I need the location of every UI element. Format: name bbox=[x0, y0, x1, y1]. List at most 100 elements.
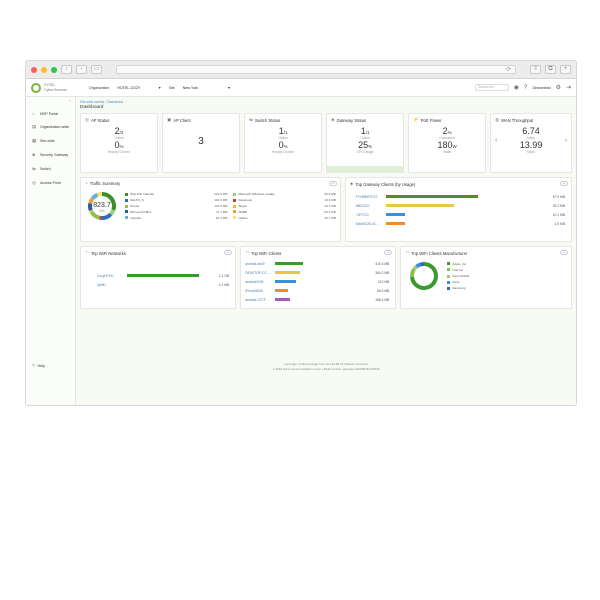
user-icon[interactable]: ◉ bbox=[513, 85, 520, 91]
ap-status-card[interactable]: ◎ AP Status 2/2 Online 0% Heavily Chosen bbox=[80, 113, 159, 173]
top-wifi-clients-card[interactable]: ◠ Top WiFi Clients ••• android-eac9 415.3 … bbox=[240, 246, 397, 309]
tabs-icon[interactable]: ⧉ bbox=[545, 65, 556, 74]
sidebar-item-help[interactable]: ? Help bbox=[32, 363, 45, 368]
client-link[interactable]: android-CE7F bbox=[245, 297, 266, 302]
sidebar-toggle-icon[interactable]: ▭ bbox=[91, 65, 102, 74]
traffic-legend-item[interactable]: iTunes 101.6 MB bbox=[125, 204, 227, 208]
client-link[interactable]: CozyHTEU bbox=[97, 273, 114, 278]
top-gateway-clients-card[interactable]: ◈ Top Gateway Clients (by Usage) ••• FYHB… bbox=[344, 177, 572, 242]
app-logo[interactable]: ZYXEL CyberSummer bbox=[31, 82, 81, 93]
donut-slice[interactable] bbox=[89, 210, 100, 220]
breadcrumb-current[interactable]: Dashboard bbox=[107, 100, 123, 104]
sidebar-item-access-point[interactable]: ◎ Access Point bbox=[26, 176, 75, 190]
bar-fill bbox=[385, 221, 405, 226]
poe-power-card[interactable]: ⚡ PoE Power 2% Consumed 180W Watts bbox=[408, 113, 487, 173]
more-options-button[interactable]: ••• bbox=[559, 250, 568, 255]
traffic-legend-item[interactable]: SNMP 56.2 MB bbox=[233, 210, 336, 214]
wan-throughput-card[interactable]: ◍ WAN Throughput ‹ › 6.74 Mbps 13.99 Mbps bbox=[490, 113, 572, 173]
more-options-button[interactable]: ••• bbox=[560, 181, 568, 186]
donut-slice[interactable] bbox=[88, 202, 93, 211]
legend-label: Others bbox=[238, 215, 248, 220]
switch-status-card[interactable]: ⇆ Switch Status 1/1 Online 0% Heavily Cho… bbox=[244, 113, 323, 173]
client-link[interactable]: 74P7CO bbox=[355, 212, 369, 217]
organization-select[interactable]: Organization HOTEL-COZY ▾ bbox=[89, 85, 161, 90]
ap-online-label: Online bbox=[114, 136, 124, 140]
traffic-summary-card[interactable]: ◔ Traffic Summary ••• 823.7 MB Web File T… bbox=[80, 177, 341, 242]
top-wifi-networks-card[interactable]: ◠ Top WiFi Networks ••• CozyHTEU 1.1 GB Zyh… bbox=[80, 246, 237, 309]
manufacturer-legend-item[interactable]: Apple, Inc bbox=[447, 262, 469, 266]
more-options-button[interactable]: ••• bbox=[384, 250, 393, 255]
client-link[interactable]: MAKK025-4C... bbox=[355, 221, 379, 226]
donut-slice[interactable] bbox=[419, 262, 425, 267]
legend-label: Microsoft Windows update bbox=[238, 192, 275, 197]
donut-slice[interactable] bbox=[88, 209, 94, 213]
donut-slice[interactable] bbox=[91, 193, 99, 200]
donut-slice[interactable] bbox=[99, 215, 102, 220]
user-name[interactable]: Zinkwelead bbox=[532, 85, 551, 90]
poe-watts-label: Watts bbox=[443, 150, 452, 154]
donut-slice[interactable] bbox=[88, 197, 95, 204]
address-bar[interactable]: ⟳ bbox=[116, 65, 516, 74]
zoom-dot-icon[interactable] bbox=[51, 66, 57, 73]
client-link[interactable]: FYHBBHTC07 bbox=[355, 194, 378, 199]
poe-watts-unit: W bbox=[452, 144, 457, 149]
ap-client-card[interactable]: ▣ AP Client 3 bbox=[162, 113, 241, 173]
traffic-legend-item[interactable]: SALTO_S 104.6 MB bbox=[125, 198, 227, 202]
client-link[interactable]: iPhone5046 bbox=[245, 288, 263, 293]
client-link[interactable]: ZyhtD bbox=[97, 282, 106, 287]
client-link[interactable]: android2009 bbox=[245, 279, 264, 284]
minimize-dot-icon[interactable] bbox=[41, 66, 47, 73]
collapse-icon[interactable]: « bbox=[68, 98, 71, 103]
sidebar-item-msp-portal[interactable]: ⌂ MSP Portal bbox=[26, 107, 75, 120]
top-wifi-manufacturer-card[interactable]: ◠ Top WiFi Clients Manufacturer ••• Apple… bbox=[400, 246, 572, 309]
client-link[interactable]: android-eac9 bbox=[245, 261, 265, 266]
legend-value: 104.6 MB bbox=[214, 198, 228, 203]
traffic-legend-item[interactable]: Facebook 19.9 MB bbox=[233, 198, 336, 202]
logout-icon[interactable]: ⇥ bbox=[565, 85, 571, 91]
help-icon[interactable]: ? bbox=[524, 84, 528, 91]
reload-icon[interactable]: ⟳ bbox=[505, 67, 511, 73]
share-icon[interactable]: ⇧ bbox=[530, 65, 541, 74]
search-input[interactable]: Search for... bbox=[474, 84, 509, 91]
chevron-right-icon[interactable]: › bbox=[564, 138, 567, 144]
card-title: PoE Power bbox=[420, 117, 442, 123]
chevron-left-icon[interactable]: ‹ bbox=[495, 138, 498, 144]
donut-slice[interactable] bbox=[415, 262, 422, 269]
settings-icon[interactable]: ⚙ bbox=[555, 85, 561, 91]
traffic-legend-item[interactable]: Microsoft Office 70.1 MB bbox=[125, 210, 227, 214]
manufacturer-legend-item[interactable]: Asus bbox=[447, 280, 469, 284]
donut-slice[interactable] bbox=[102, 192, 116, 211]
sidebar-item-security-gateway[interactable]: ◈ Security Gateway bbox=[26, 148, 75, 162]
traffic-legend-item[interactable]: Others 46.7 MB bbox=[233, 215, 336, 220]
manufacturer-legend-item[interactable]: Intel Inc bbox=[447, 268, 469, 272]
manufacturer-legend-item[interactable]: Samsung bbox=[447, 286, 469, 290]
poe-consumed-unit: % bbox=[447, 130, 452, 135]
traffic-legend-item[interactable]: Web File Transfer 229.6 MB bbox=[125, 192, 227, 196]
donut-slice[interactable] bbox=[109, 209, 116, 216]
donut-slice[interactable] bbox=[410, 268, 417, 278]
shield-icon: ◈ bbox=[331, 117, 335, 122]
donut-slice[interactable] bbox=[101, 212, 113, 220]
close-dot-icon[interactable] bbox=[31, 66, 37, 73]
client-link[interactable]: DESKTOP-CC... bbox=[245, 270, 270, 275]
traffic-legend-item[interactable]: Skype 18.1 MB bbox=[233, 204, 336, 208]
back-icon[interactable]: ‹ bbox=[61, 65, 72, 74]
breadcrumb-parent[interactable]: Site-wide monitor bbox=[80, 100, 105, 104]
new-tab-icon[interactable]: + bbox=[560, 65, 571, 74]
donut-slice[interactable] bbox=[96, 192, 102, 197]
donut-slice[interactable] bbox=[412, 264, 419, 271]
bar-row: CozyHTEU 1.1 GB bbox=[97, 271, 229, 280]
forward-icon[interactable]: › bbox=[76, 65, 87, 74]
gateway-status-card[interactable]: ◈ Gateway Status 1/1 Online 25% CPU Usage bbox=[326, 113, 405, 173]
sidebar-item-site-wide[interactable]: ▦ Site-wide bbox=[26, 134, 75, 148]
site-select[interactable]: Site New York ▾ bbox=[169, 85, 230, 90]
traffic-legend-item[interactable]: Microsoft Windows update 50.8 MB bbox=[233, 192, 336, 197]
traffic-legend-item[interactable]: Youtube 60.3 MB bbox=[125, 216, 227, 220]
sidebar-item-organization-wide[interactable]: ▤ Organization-wide bbox=[26, 120, 75, 134]
more-options-button[interactable]: ••• bbox=[328, 181, 337, 186]
sidebar-item-switch[interactable]: ⇆ Switch bbox=[26, 162, 75, 176]
client-link[interactable]: 88021C0 bbox=[355, 203, 370, 208]
more-options-button[interactable]: ••• bbox=[224, 250, 233, 255]
manufacturer-legend-item[interactable]: Sony Mobile bbox=[447, 274, 469, 278]
bar-track bbox=[127, 283, 209, 287]
